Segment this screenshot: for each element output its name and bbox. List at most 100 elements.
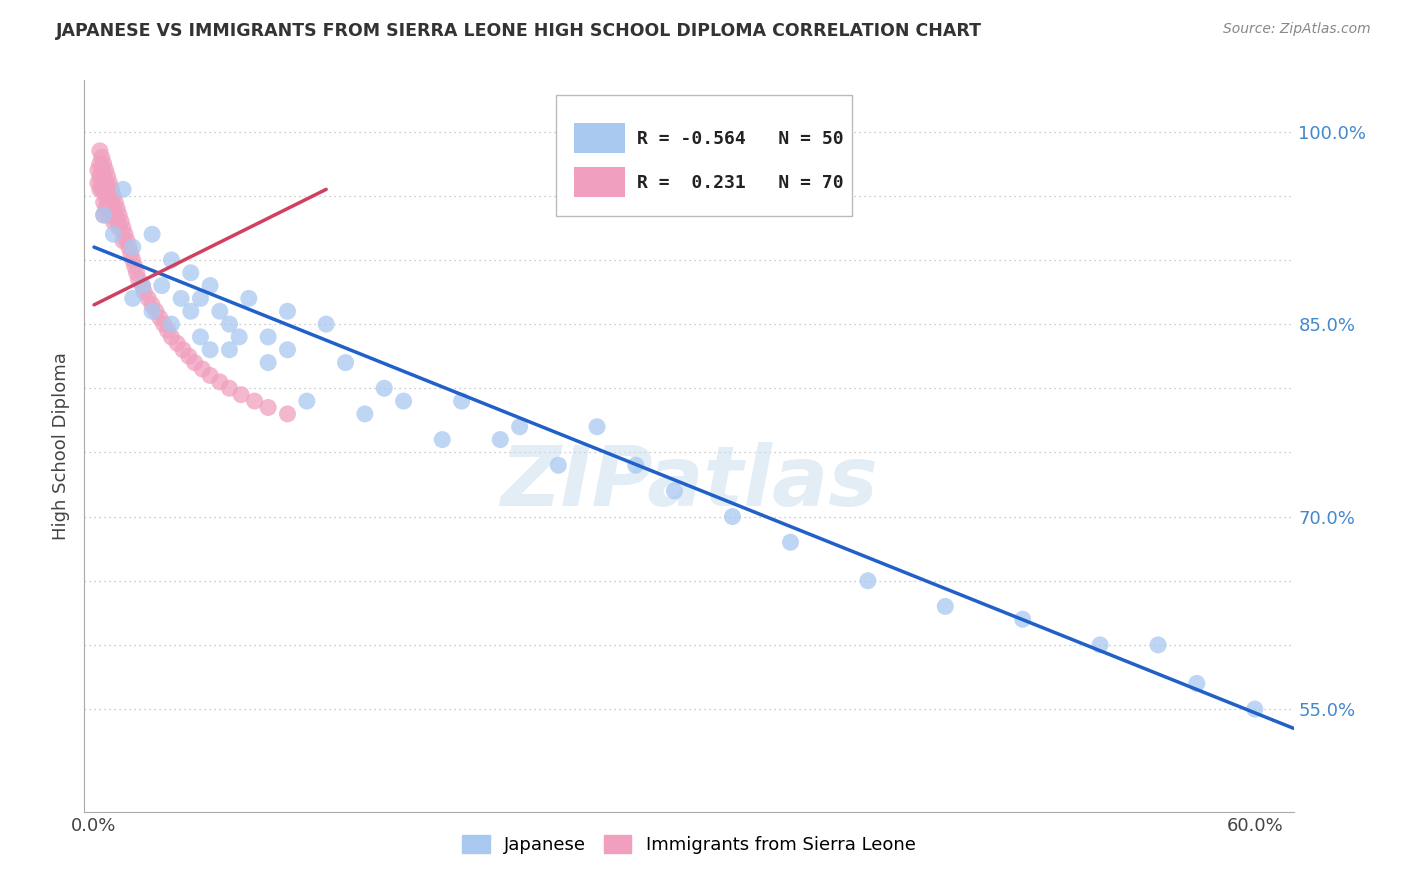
Point bbox=[276, 304, 298, 318]
Text: Source: ZipAtlas.com: Source: ZipAtlas.com bbox=[1223, 22, 1371, 37]
Point bbox=[89, 182, 111, 196]
Point bbox=[87, 176, 110, 190]
Point bbox=[257, 355, 280, 369]
Point bbox=[93, 182, 115, 196]
Point bbox=[721, 509, 744, 524]
Point bbox=[315, 317, 337, 331]
Point bbox=[624, 458, 647, 473]
Point bbox=[160, 317, 183, 331]
Point bbox=[114, 227, 136, 242]
Text: R =  0.231   N = 70: R = 0.231 N = 70 bbox=[637, 174, 844, 192]
Point bbox=[180, 304, 202, 318]
Point bbox=[94, 163, 117, 178]
Point bbox=[238, 292, 260, 306]
Point bbox=[121, 252, 143, 267]
Point bbox=[450, 394, 472, 409]
Point bbox=[257, 401, 280, 415]
Point bbox=[191, 362, 214, 376]
Point bbox=[547, 458, 569, 473]
Point bbox=[100, 182, 122, 196]
Point bbox=[93, 157, 115, 171]
Point bbox=[128, 272, 150, 286]
Point bbox=[87, 163, 110, 178]
Point bbox=[105, 202, 128, 216]
FancyBboxPatch shape bbox=[555, 95, 852, 216]
Text: ZIPatlas: ZIPatlas bbox=[501, 442, 877, 523]
Point bbox=[160, 252, 183, 267]
Point bbox=[118, 240, 141, 254]
Point bbox=[229, 387, 252, 401]
Point bbox=[335, 355, 357, 369]
Point bbox=[934, 599, 956, 614]
Point bbox=[1243, 702, 1265, 716]
Text: JAPANESE VS IMMIGRANTS FROM SIERRA LEONE HIGH SCHOOL DIPLOMA CORRELATION CHART: JAPANESE VS IMMIGRANTS FROM SIERRA LEONE… bbox=[56, 22, 983, 40]
Point bbox=[98, 202, 121, 216]
Point bbox=[97, 208, 120, 222]
Point bbox=[152, 317, 174, 331]
Point bbox=[90, 182, 112, 196]
Point bbox=[489, 433, 512, 447]
Point bbox=[97, 169, 120, 184]
Point bbox=[89, 169, 111, 184]
Point bbox=[779, 535, 801, 549]
FancyBboxPatch shape bbox=[574, 167, 624, 197]
Point bbox=[89, 144, 111, 158]
Point bbox=[218, 317, 240, 331]
Point bbox=[183, 355, 205, 369]
Point bbox=[1147, 638, 1170, 652]
Point bbox=[93, 208, 115, 222]
FancyBboxPatch shape bbox=[574, 123, 624, 153]
Point bbox=[100, 208, 122, 222]
Point bbox=[103, 214, 125, 228]
Point bbox=[208, 375, 231, 389]
Point bbox=[136, 292, 159, 306]
Point bbox=[112, 234, 135, 248]
Point bbox=[243, 394, 266, 409]
Point bbox=[190, 292, 212, 306]
Point bbox=[90, 150, 112, 164]
Point bbox=[97, 195, 120, 210]
Point bbox=[1185, 676, 1208, 690]
Point bbox=[98, 176, 121, 190]
Point bbox=[94, 202, 117, 216]
Point bbox=[373, 381, 395, 395]
Point bbox=[276, 343, 298, 357]
Point bbox=[354, 407, 377, 421]
Point bbox=[218, 343, 240, 357]
Point bbox=[1088, 638, 1111, 652]
Point bbox=[121, 240, 143, 254]
Point bbox=[141, 227, 163, 242]
Text: R = -0.564   N = 50: R = -0.564 N = 50 bbox=[637, 130, 844, 148]
Point bbox=[509, 419, 531, 434]
Point bbox=[295, 394, 318, 409]
Point bbox=[586, 419, 609, 434]
Point bbox=[392, 394, 415, 409]
Point bbox=[177, 349, 200, 363]
Point bbox=[100, 195, 122, 210]
Point bbox=[105, 214, 128, 228]
Point bbox=[131, 278, 153, 293]
Point bbox=[93, 195, 115, 210]
Point bbox=[98, 188, 121, 202]
Point bbox=[112, 220, 135, 235]
Point bbox=[190, 330, 212, 344]
Point bbox=[276, 407, 298, 421]
Point bbox=[103, 202, 125, 216]
Point bbox=[198, 343, 221, 357]
Point bbox=[120, 246, 142, 260]
Point bbox=[97, 182, 120, 196]
Point bbox=[112, 182, 135, 196]
Point bbox=[228, 330, 250, 344]
Point bbox=[156, 324, 179, 338]
Point bbox=[257, 330, 280, 344]
Point bbox=[149, 310, 172, 325]
Point bbox=[104, 208, 127, 222]
Point bbox=[141, 298, 163, 312]
Point bbox=[664, 483, 686, 498]
Point bbox=[172, 343, 194, 357]
Point bbox=[166, 336, 188, 351]
Point bbox=[108, 220, 131, 235]
Point bbox=[134, 285, 156, 299]
Point bbox=[218, 381, 240, 395]
Point bbox=[125, 266, 148, 280]
